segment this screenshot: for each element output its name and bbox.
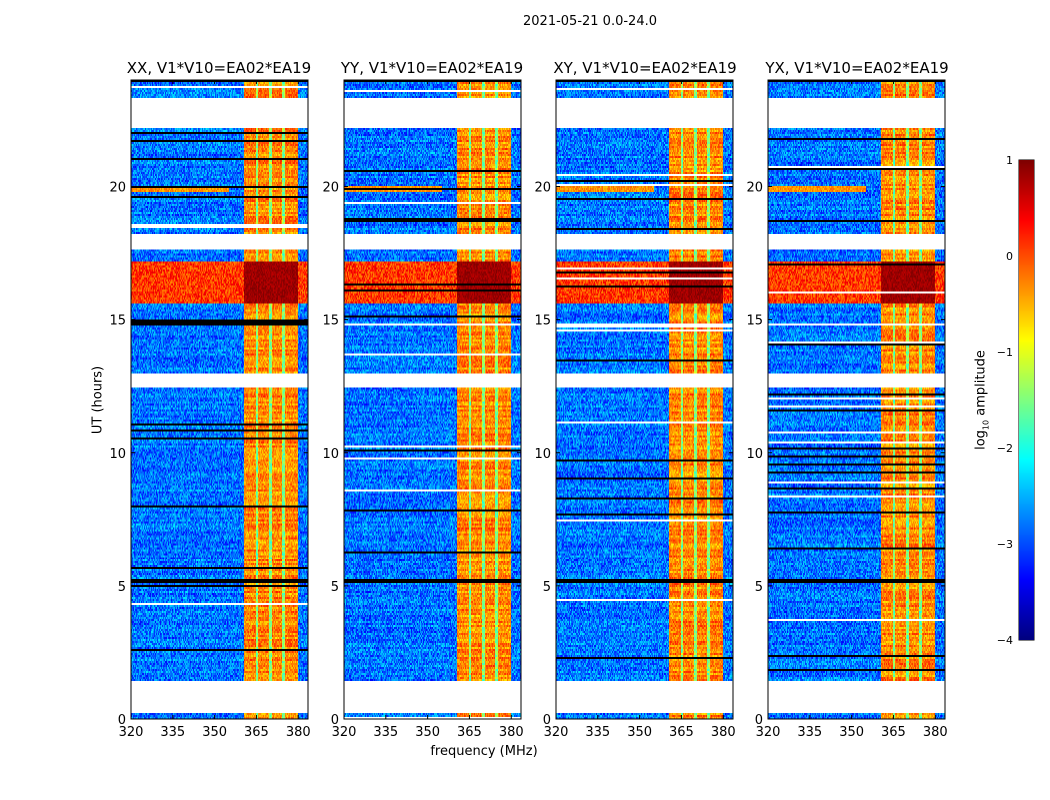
colorbar (1019, 160, 1034, 640)
y-tick-label: 5 (118, 580, 126, 595)
x-tick-label: 365 (244, 725, 269, 740)
y-tick-label: 10 (109, 447, 126, 462)
x-tick-label: 350 (415, 725, 440, 740)
x-tick-label: 335 (797, 725, 822, 740)
colorbar-label-sub: 10 (981, 419, 991, 431)
x-axis-label: frequency (MHz) (430, 744, 538, 759)
panel-title-xx: XX, V1*V10=EA02*EA19 (126, 59, 312, 77)
x-tick-label: 380 (499, 725, 524, 740)
y-tick-label: 0 (755, 713, 763, 728)
figure-title: 2021-05-21 0.0-24.0 (523, 14, 657, 29)
y-tick-label: 5 (543, 580, 551, 595)
colorbar-label: log10 amplitude (974, 350, 991, 450)
y-tick-label: 0 (331, 713, 339, 728)
x-tick-label: 350 (202, 725, 227, 740)
y-tick-label: 10 (322, 447, 339, 462)
x-tick-label: 320 (119, 725, 144, 740)
colorbar-tick-label: −3 (997, 538, 1013, 551)
y-tick-label: 15 (322, 314, 339, 329)
y-tick-label: 20 (109, 181, 126, 196)
y-tick-label: 5 (755, 580, 763, 595)
x-tick-label: 380 (286, 725, 311, 740)
y-axis-label: UT (hours) (90, 365, 106, 435)
x-tick-label: 335 (585, 725, 610, 740)
spectrogram-yy (344, 80, 521, 719)
colorbar-tick-label: 0 (1006, 250, 1013, 263)
spectrogram-xx (131, 80, 308, 719)
colorbar-tick-label: 1 (1006, 154, 1013, 167)
y-tick-label: 10 (746, 447, 763, 462)
colorbar-label-log: log (973, 430, 989, 450)
panel-frame (767, 79, 946, 720)
y-tick-label: 20 (534, 181, 551, 196)
panel-title-yy: YY, V1*V10=EA02*EA19 (340, 59, 524, 77)
colorbar-tick-label: −4 (997, 634, 1013, 647)
y-tick-label: 0 (543, 713, 551, 728)
y-tick-label: 15 (109, 314, 126, 329)
panel-title-yx: YX, V1*V10=EA02*EA19 (765, 59, 949, 77)
x-tick-label: 380 (711, 725, 736, 740)
colorbar-label-rest: amplitude (973, 350, 989, 420)
spectrogram-xy (556, 80, 733, 719)
x-tick-label: 365 (881, 725, 906, 740)
x-tick-label: 320 (544, 725, 569, 740)
y-tick-label: 20 (322, 181, 339, 196)
colorbar-tick-label: −1 (997, 346, 1013, 359)
x-tick-label: 365 (669, 725, 694, 740)
spectrogram-yx (768, 80, 945, 719)
y-tick-label: 10 (534, 447, 551, 462)
x-tick-label: 350 (627, 725, 652, 740)
x-tick-label: 335 (373, 725, 398, 740)
x-tick-label: 380 (923, 725, 948, 740)
panel-title-xy: XY, V1*V10=EA02*EA19 (553, 59, 737, 77)
x-tick-label: 350 (839, 725, 864, 740)
panel-frame (555, 79, 734, 720)
y-tick-label: 15 (746, 314, 763, 329)
y-tick-label: 5 (331, 580, 339, 595)
y-tick-label: 15 (534, 314, 551, 329)
colorbar-tick-label: −2 (997, 442, 1013, 455)
panel-frame (130, 79, 309, 720)
y-tick-label: 0 (118, 713, 126, 728)
panel-frame (343, 79, 522, 720)
x-tick-label: 335 (160, 725, 185, 740)
x-tick-label: 320 (332, 725, 357, 740)
y-tick-label: 20 (746, 181, 763, 196)
x-tick-label: 320 (756, 725, 781, 740)
x-tick-label: 365 (457, 725, 482, 740)
